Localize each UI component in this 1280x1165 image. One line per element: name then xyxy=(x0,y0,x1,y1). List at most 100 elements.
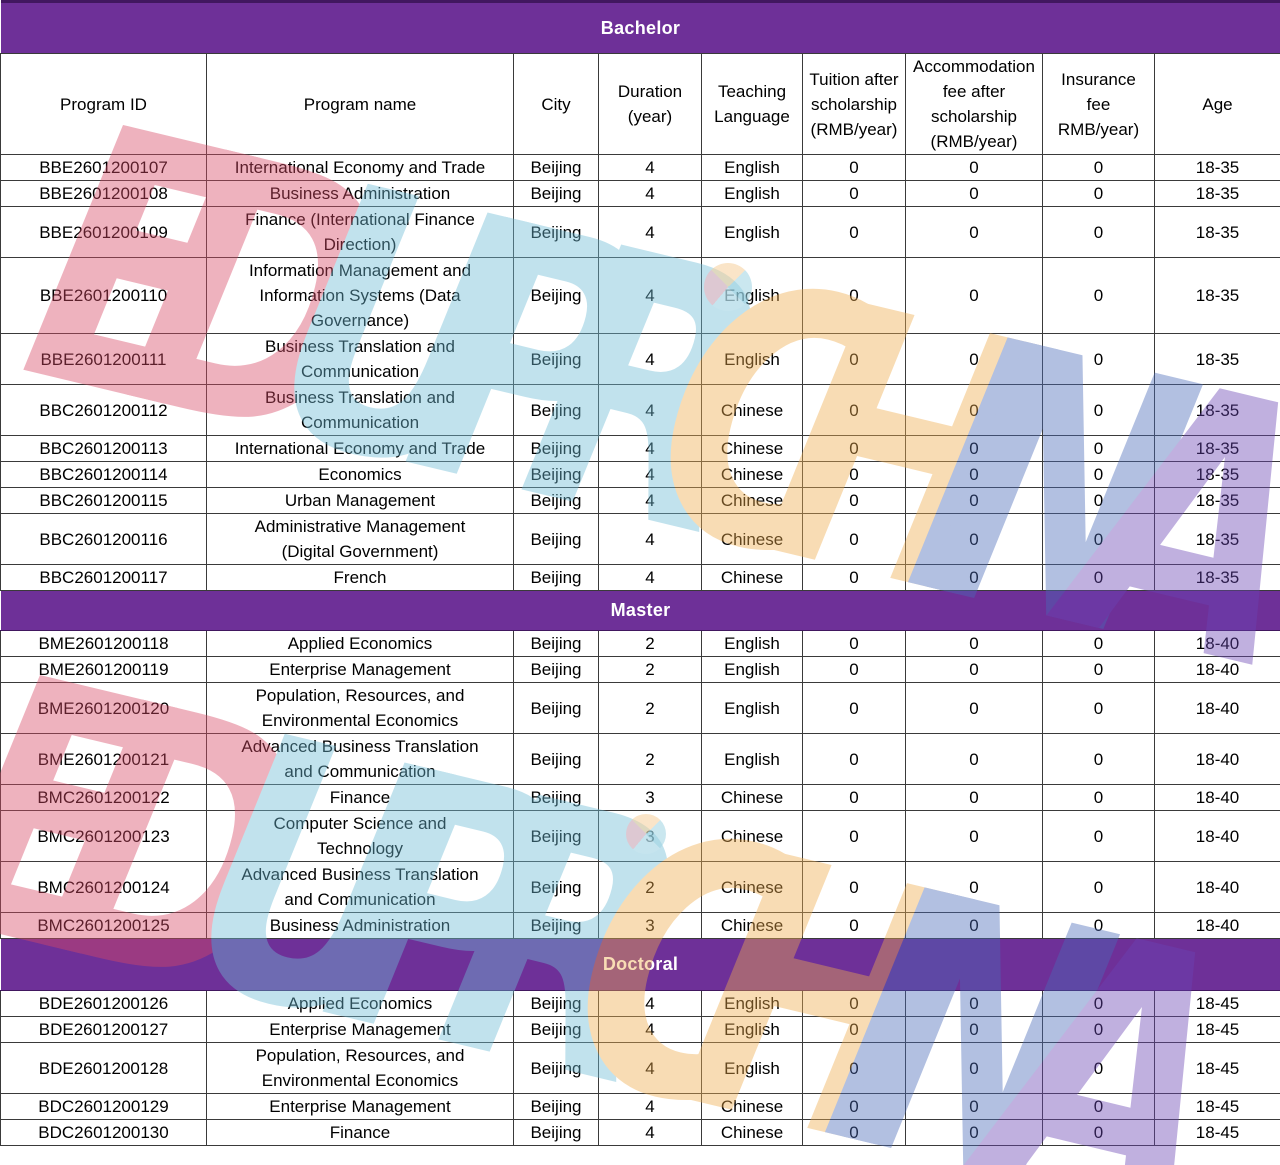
cell-duration: 4 xyxy=(598,1119,702,1146)
cell-age: 18-45 xyxy=(1153,1119,1280,1146)
cell-program-name: Applied Economics xyxy=(206,630,514,657)
cell-teaching-language: English xyxy=(701,257,803,334)
cell-duration: 3 xyxy=(598,912,702,939)
cell-program-name: Population, Resources, and Environmental… xyxy=(206,682,514,734)
cell-program-id: BBE2601200108 xyxy=(0,180,207,207)
table-row: BBE2601200109 Finance (International Fina… xyxy=(0,206,1280,258)
cell-teaching-language: Chinese xyxy=(701,1119,803,1146)
cell-tuition: 0 xyxy=(802,682,906,734)
cell-teaching-language: English xyxy=(701,682,803,734)
cell-age: 18-45 xyxy=(1153,990,1280,1017)
cell-city: Beijing xyxy=(513,487,599,514)
cell-duration: 4 xyxy=(598,1042,702,1094)
cell-program-id: BMC2601200122 xyxy=(0,784,207,811)
cell-teaching-language: English xyxy=(701,206,803,258)
cell-accommodation-fee: 0 xyxy=(905,435,1043,462)
table-row: BBE2601200107 International Economy and T… xyxy=(0,154,1280,181)
cell-teaching-language: Chinese xyxy=(701,461,803,488)
cell-teaching-language: English xyxy=(701,990,803,1017)
cell-tuition: 0 xyxy=(802,435,906,462)
cell-age: 18-35 xyxy=(1153,154,1280,181)
cell-program-name: Urban Management xyxy=(206,487,514,514)
cell-age: 18-40 xyxy=(1153,733,1280,785)
cell-teaching-language: English xyxy=(701,1042,803,1094)
table-row: BBC2601200117 French Beijing 4 Chinese 0 0 0 18-… xyxy=(0,564,1280,591)
cell-teaching-language: English xyxy=(701,1016,803,1043)
cell-teaching-language: English xyxy=(701,154,803,181)
cell-duration: 4 xyxy=(598,461,702,488)
cell-tuition: 0 xyxy=(802,564,906,591)
cell-tuition: 0 xyxy=(802,733,906,785)
cell-program-name: Finance (International Finance Direction… xyxy=(206,206,514,258)
cell-teaching-language: English xyxy=(701,656,803,683)
cell-program-name: International Economy and Trade xyxy=(206,154,514,181)
cell-age: 18-40 xyxy=(1153,784,1280,811)
cell-insurance-fee: 0 xyxy=(1042,384,1155,436)
cell-program-id: BDE2601200128 xyxy=(0,1042,207,1094)
cell-insurance-fee: 0 xyxy=(1042,682,1155,734)
cell-tuition: 0 xyxy=(802,810,906,862)
cell-program-name: Business Translation and Communication xyxy=(206,384,514,436)
cell-program-id: BBC2601200112 xyxy=(0,384,207,436)
cell-program-name: Economics xyxy=(206,461,514,488)
cell-teaching-language: Chinese xyxy=(701,384,803,436)
cell-insurance-fee: 0 xyxy=(1042,206,1155,258)
section-band-doctoral: Doctoral xyxy=(0,938,1280,991)
cell-teaching-language: English xyxy=(701,733,803,785)
cell-tuition: 0 xyxy=(802,656,906,683)
cell-program-id: BBE2601200110 xyxy=(0,257,207,334)
cell-teaching-language: Chinese xyxy=(701,810,803,862)
cell-insurance-fee: 0 xyxy=(1042,461,1155,488)
cell-tuition: 0 xyxy=(802,513,906,565)
cell-duration: 2 xyxy=(598,630,702,657)
cell-age: 18-35 xyxy=(1153,564,1280,591)
column-header-insurance-fee: Insurance fee RMB/year) xyxy=(1042,53,1155,155)
cell-program-name: Computer Science and Technology xyxy=(206,810,514,862)
cell-accommodation-fee: 0 xyxy=(905,1093,1043,1120)
cell-city: Beijing xyxy=(513,682,599,734)
section-band-master: Master xyxy=(0,590,1280,631)
table-row: BBC2601200116 Administrative Management (… xyxy=(0,513,1280,565)
cell-insurance-fee: 0 xyxy=(1042,861,1155,913)
cell-teaching-language: Chinese xyxy=(701,784,803,811)
column-header-program-name: Program name xyxy=(206,53,514,155)
cell-city: Beijing xyxy=(513,733,599,785)
table-row: BBC2601200112 Business Translation and Co… xyxy=(0,384,1280,436)
cell-age: 18-45 xyxy=(1153,1042,1280,1094)
cell-city: Beijing xyxy=(513,154,599,181)
cell-insurance-fee: 0 xyxy=(1042,810,1155,862)
cell-program-name: Information Management and Information S… xyxy=(206,257,514,334)
cell-age: 18-40 xyxy=(1153,861,1280,913)
table-row: BBC2601200113 International Economy and T… xyxy=(0,435,1280,462)
table-row: BBE2601200108 Business Administration Beij… xyxy=(0,180,1280,207)
cell-tuition: 0 xyxy=(802,1016,906,1043)
table-row: BBC2601200115 Urban Management Beijing 4 Chi… xyxy=(0,487,1280,514)
cell-program-id: BDC2601200129 xyxy=(0,1093,207,1120)
cell-insurance-fee: 0 xyxy=(1042,656,1155,683)
cell-insurance-fee: 0 xyxy=(1042,784,1155,811)
cell-city: Beijing xyxy=(513,461,599,488)
cell-age: 18-35 xyxy=(1153,435,1280,462)
cell-tuition: 0 xyxy=(802,990,906,1017)
cell-accommodation-fee: 0 xyxy=(905,333,1043,385)
table-row: BMC2601200122 Finance Beijing 3 Chinese 0 0 0 18… xyxy=(0,784,1280,811)
cell-accommodation-fee: 0 xyxy=(905,206,1043,258)
cell-duration: 2 xyxy=(598,733,702,785)
cell-program-name: Population, Resources, and Environmental… xyxy=(206,1042,514,1094)
cell-program-id: BMC2601200125 xyxy=(0,912,207,939)
cell-teaching-language: Chinese xyxy=(701,861,803,913)
cell-age: 18-40 xyxy=(1153,630,1280,657)
cell-tuition: 0 xyxy=(802,784,906,811)
cell-city: Beijing xyxy=(513,1016,599,1043)
cell-age: 18-35 xyxy=(1153,180,1280,207)
cell-age: 18-40 xyxy=(1153,682,1280,734)
cell-accommodation-fee: 0 xyxy=(905,180,1043,207)
cell-duration: 2 xyxy=(598,861,702,913)
cell-duration: 4 xyxy=(598,257,702,334)
cell-age: 18-35 xyxy=(1153,333,1280,385)
cell-program-name: Applied Economics xyxy=(206,990,514,1017)
cell-accommodation-fee: 0 xyxy=(905,1119,1043,1146)
cell-teaching-language: Chinese xyxy=(701,435,803,462)
cell-duration: 4 xyxy=(598,435,702,462)
cell-program-id: BBE2601200111 xyxy=(0,333,207,385)
